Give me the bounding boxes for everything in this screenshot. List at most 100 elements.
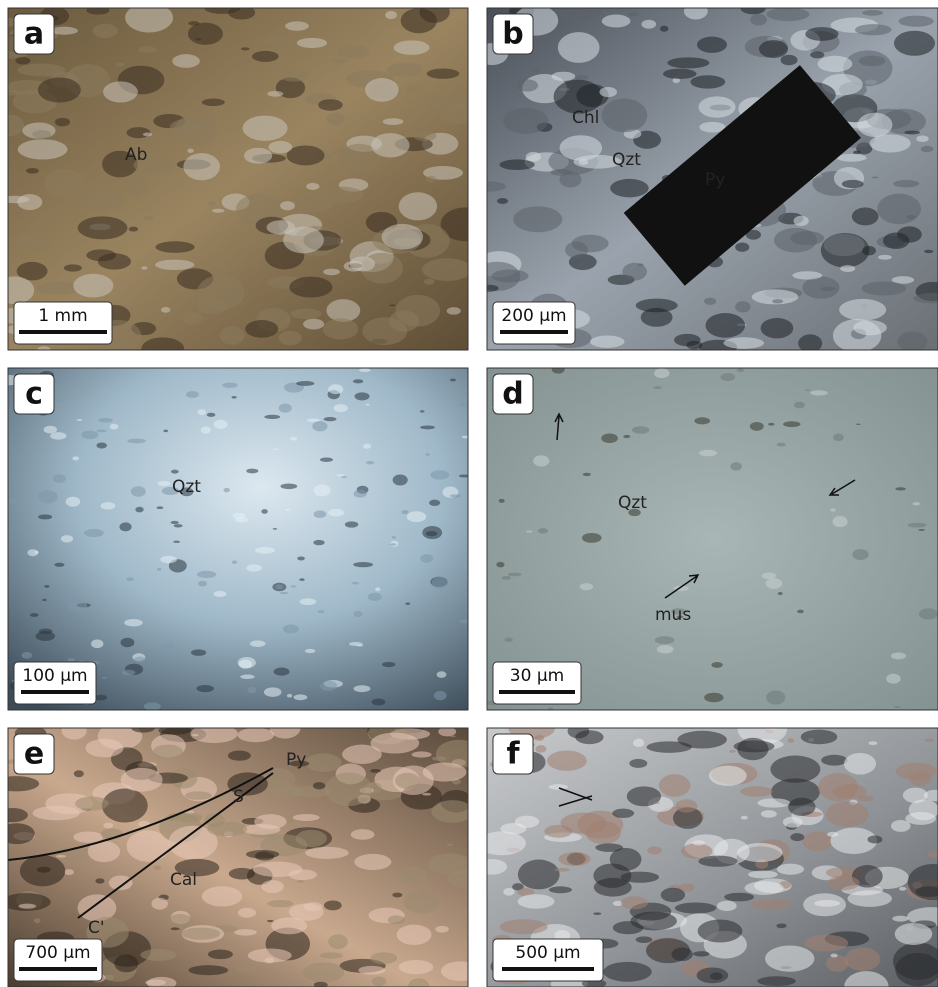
grain — [586, 821, 622, 844]
grain — [397, 866, 427, 885]
grain — [350, 256, 375, 271]
grain — [358, 966, 385, 975]
grain — [413, 131, 436, 141]
grain — [698, 96, 735, 117]
grain — [354, 490, 367, 498]
grain — [30, 613, 39, 617]
grain — [420, 1, 450, 23]
grain — [434, 691, 447, 700]
grain — [313, 782, 325, 789]
grain — [855, 24, 892, 35]
grain — [853, 151, 861, 154]
grain — [431, 800, 473, 823]
grain — [647, 741, 692, 753]
grain — [275, 585, 283, 590]
grain — [778, 592, 783, 595]
grain — [328, 934, 348, 949]
grain — [424, 279, 435, 285]
grain — [428, 853, 472, 874]
grain — [20, 855, 65, 886]
grain — [167, 914, 193, 928]
grain — [441, 961, 480, 981]
grain — [777, 864, 804, 875]
grain — [238, 728, 275, 742]
grain — [776, 923, 786, 928]
grain — [804, 935, 848, 952]
grain — [314, 510, 327, 518]
grain — [297, 38, 327, 48]
grain — [426, 176, 437, 183]
grain — [96, 430, 106, 433]
grain — [345, 643, 349, 646]
grain — [267, 900, 293, 907]
grain — [234, 929, 257, 936]
grain — [297, 556, 305, 560]
grain — [406, 85, 422, 92]
panel: b200 µmChlQztPy — [468, 2, 938, 354]
grain — [692, 840, 705, 845]
grain — [38, 490, 58, 503]
scale-label: 700 µm — [25, 943, 90, 963]
grain — [183, 153, 220, 180]
grain — [430, 470, 449, 479]
grain — [62, 721, 87, 739]
grain — [905, 812, 936, 825]
grain — [328, 384, 343, 394]
grain — [81, 430, 98, 439]
grain — [18, 139, 68, 159]
grain — [126, 577, 133, 581]
grain — [14, 508, 19, 511]
grain — [621, 896, 648, 909]
grain — [602, 99, 648, 133]
grain — [420, 425, 435, 429]
grain — [158, 481, 171, 486]
grain — [103, 81, 138, 102]
grain — [903, 788, 928, 803]
grain — [924, 250, 933, 253]
grain — [655, 636, 674, 644]
grain — [122, 670, 135, 675]
grain — [548, 707, 554, 709]
grain — [610, 179, 649, 197]
grain — [741, 3, 766, 14]
grain — [810, 390, 828, 395]
grain — [544, 825, 572, 838]
grain — [814, 900, 840, 907]
grain — [382, 224, 424, 250]
grain — [303, 319, 324, 330]
grain — [741, 816, 748, 820]
scale-label: 500 µm — [515, 943, 580, 963]
mineral-label: Cal — [170, 870, 197, 890]
grain — [334, 404, 348, 412]
grain — [558, 852, 591, 866]
grain — [450, 494, 461, 497]
grain — [208, 201, 216, 206]
grain — [697, 37, 727, 53]
grain — [862, 246, 876, 256]
panel-letter: a — [24, 17, 44, 52]
grain — [42, 599, 47, 601]
grain — [839, 299, 886, 321]
grain — [654, 368, 669, 378]
grain — [698, 919, 743, 942]
grain — [729, 750, 736, 753]
grain — [508, 573, 522, 577]
grain — [559, 171, 581, 187]
grain — [129, 227, 138, 232]
grain — [185, 791, 212, 799]
grain — [919, 608, 938, 619]
grain — [647, 846, 662, 854]
grain — [314, 485, 331, 497]
grain — [621, 872, 660, 883]
grain — [820, 287, 836, 292]
grain — [526, 530, 533, 532]
grain — [867, 835, 882, 843]
grain — [66, 143, 72, 145]
grain — [500, 919, 548, 934]
grain — [392, 893, 402, 898]
grain — [810, 51, 824, 58]
grain — [368, 593, 382, 601]
grain — [699, 450, 717, 457]
grain — [818, 56, 853, 72]
